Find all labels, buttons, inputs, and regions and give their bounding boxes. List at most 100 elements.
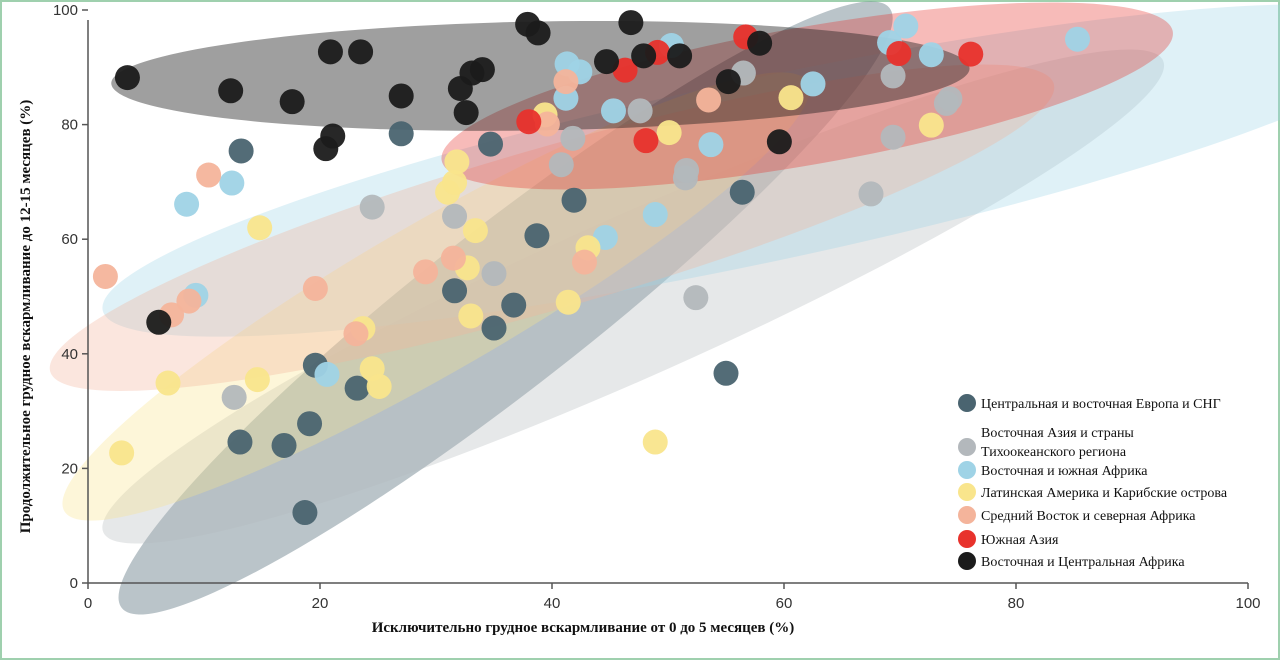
- data-point: [359, 194, 385, 220]
- data-point: [893, 13, 919, 39]
- data-point: [462, 218, 488, 244]
- data-point: [656, 120, 682, 146]
- legend-label: Южная Азия: [981, 533, 1059, 548]
- x-axis-title: Исключительно грудное вскармливание от 0…: [372, 620, 795, 636]
- data-point: [674, 157, 700, 183]
- data-point: [228, 138, 254, 164]
- data-point: [534, 111, 560, 137]
- legend-background: [945, 386, 1273, 580]
- data-point: [279, 89, 305, 115]
- x-tick-label: 100: [1235, 595, 1260, 612]
- data-point: [667, 43, 693, 69]
- data-point: [618, 10, 644, 36]
- x-tick-label: 80: [1008, 595, 1025, 612]
- data-point: [553, 69, 579, 95]
- data-point: [918, 42, 944, 68]
- data-point: [800, 71, 826, 97]
- data-point: [442, 169, 468, 195]
- data-point: [747, 30, 773, 56]
- data-point: [388, 121, 414, 147]
- data-point: [778, 85, 804, 111]
- region-ellipses: [49, 1, 1280, 615]
- legend-label: Латинская Америка и Карибские острова: [981, 486, 1228, 501]
- x-tick-label: 20: [312, 595, 329, 612]
- data-point: [453, 100, 479, 126]
- data-point: [155, 370, 181, 396]
- region-ellipse: [102, 4, 1280, 337]
- data-point: [469, 57, 495, 83]
- legend-marker: [958, 461, 976, 479]
- y-tick-label: 20: [61, 460, 78, 477]
- data-point: [481, 261, 507, 287]
- data-point: [880, 63, 906, 89]
- legend-marker: [958, 438, 976, 456]
- data-point: [478, 131, 504, 157]
- data-point: [729, 179, 755, 205]
- legend-label: Средний Восток и северная Африка: [981, 509, 1196, 524]
- legend-label: Центральная и восточная Европа и СНГ: [981, 397, 1221, 412]
- data-point: [146, 309, 172, 335]
- data-point: [880, 124, 906, 150]
- region-ellipse: [62, 72, 810, 521]
- data-point: [555, 289, 581, 315]
- data-point: [344, 375, 370, 401]
- data-point: [320, 123, 346, 149]
- data-point: [561, 187, 587, 213]
- data-point: [114, 65, 140, 91]
- data-point: [219, 170, 245, 196]
- y-ticks: 0 20 40 60 80 100: [53, 2, 88, 592]
- y-tick-label: 80: [61, 117, 78, 134]
- data-point: [612, 57, 638, 83]
- data-point: [442, 278, 468, 304]
- data-point: [302, 275, 328, 301]
- data-point: [560, 125, 586, 151]
- data-point: [314, 361, 340, 387]
- legend-marker: [958, 394, 976, 412]
- data-point: [642, 429, 668, 455]
- data-point: [317, 39, 343, 65]
- data-point: [600, 98, 626, 124]
- data-point: [458, 303, 484, 329]
- data-point: [92, 263, 118, 289]
- data-point: [176, 288, 202, 314]
- data-points: [92, 10, 1090, 526]
- region-ellipse: [441, 2, 1173, 190]
- data-point: [444, 149, 470, 175]
- data-point: [481, 315, 507, 341]
- legend-label: Восточная Азия и страны Тихоокеанского ре…: [981, 426, 1134, 460]
- data-point: [413, 259, 439, 285]
- data-point: [683, 285, 709, 311]
- data-point: [247, 215, 273, 241]
- data-point: [958, 41, 984, 67]
- data-point: [501, 292, 527, 318]
- axes: [87, 20, 1248, 584]
- data-point: [218, 78, 244, 104]
- data-point: [271, 432, 297, 458]
- data-point: [292, 500, 318, 526]
- legend-marker: [958, 483, 976, 501]
- data-point: [196, 162, 222, 188]
- y-axis-title: Продолжительное грудное вскармливание до…: [18, 100, 34, 534]
- y-tick-label: 60: [61, 231, 78, 248]
- y-tick-label: 40: [61, 346, 78, 363]
- data-point: [627, 98, 653, 124]
- data-point: [343, 321, 369, 347]
- region-ellipse: [102, 49, 1165, 544]
- data-point: [696, 87, 722, 113]
- legend-label: Восточная и южная Африка: [981, 464, 1148, 479]
- legend: Центральная и восточная Европа и СНГ Вост…: [945, 386, 1273, 580]
- data-point: [698, 132, 724, 158]
- data-point: [633, 128, 659, 154]
- data-point: [366, 373, 392, 399]
- data-point: [174, 191, 200, 217]
- data-point: [631, 43, 657, 69]
- data-point: [221, 384, 247, 410]
- data-point: [713, 360, 739, 386]
- data-point: [571, 249, 597, 275]
- x-tick-label: 40: [544, 595, 561, 612]
- data-point: [548, 152, 574, 178]
- data-point: [886, 41, 912, 67]
- data-point: [348, 39, 374, 65]
